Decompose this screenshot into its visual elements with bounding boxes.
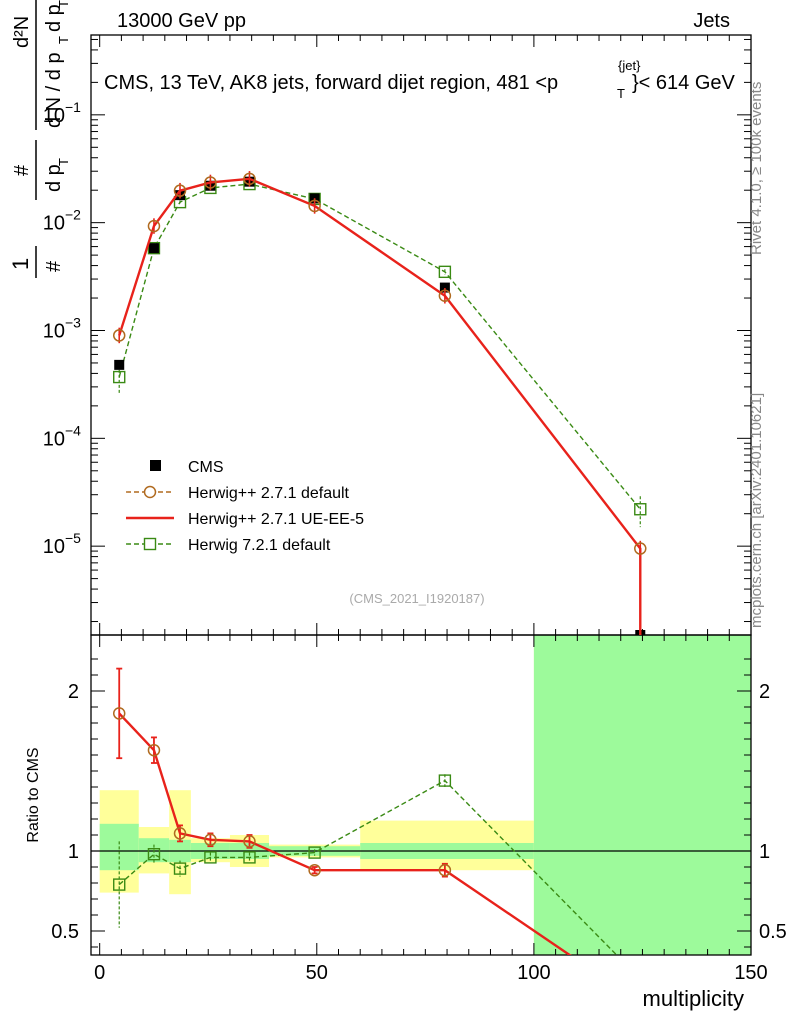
ratio-panel-series [112,667,618,955]
right-label-rivet: Rivet 4.1.0, ≥ 100k events [748,82,765,255]
herwigpp-default-main-marker-7 [634,542,647,555]
right-label-mcplots: mcplots.cern.ch [arXiv:2401.10621] [748,393,765,628]
ylabel-frac3-den-sub: T [56,36,71,44]
herwigpp-default-ratio-marker-5 [308,863,321,877]
herwig7-main-marker-1 [147,241,161,255]
watermark: (CMS_2021_I1920187) [349,591,484,606]
legend: CMS Herwig++ 2.7.1 default Herwig++ 2.7.1 … [126,459,364,554]
y-tick-label-exp-4: −1 [65,99,81,115]
ratio-bands [99,635,751,955]
plot-title-sup: {jet} [618,58,641,73]
herwigpp-default-main-marker-3 [204,176,217,189]
y-tick-label-exp-3: −2 [65,207,81,223]
y-tick-label-exp-2: −3 [65,314,81,330]
legend-label-3: Herwig 7.2.1 default [188,537,331,554]
ylabel-frac1-den: # [43,260,65,272]
herwigpp-default-ratio-marker-6 [438,863,452,877]
legend-marker-cms [150,460,161,471]
ylabel-frac3-tail-sub: T [56,0,71,8]
legend-marker-herwigpp-default [143,485,157,499]
plot-title-sub: T [617,86,625,101]
herwigpp-ueee5-main-line [118,177,642,635]
main-panel-series [112,171,647,635]
ylabel-frac2-num: # [11,164,33,176]
x-tick-label-100: 100 [517,962,550,984]
herwig7-main-marker-6 [438,265,452,279]
herwig7-ratio-marker-0 [113,878,126,891]
x-tick-label-150: 150 [734,962,767,984]
x-tick-label-50: 50 [306,962,328,984]
ratio-plot-frame [90,634,752,956]
ratio-tick-label-right-2: 2 [759,681,770,703]
y-tick-label-0: 10 [43,536,65,558]
plot-title-tail: }< 614 GeV [632,72,736,94]
y-tick-label-4: 10 [43,105,65,127]
plot-title-main: CMS, 13 TeV, AK8 jets, forward dijet reg… [104,72,558,94]
herwig7-ratio-marker-3 [204,851,217,864]
ratio-tick-label-right-0: 0.5 [759,921,786,943]
legend-marker-herwig7 [143,537,157,551]
x-axis-label: multiplicity [643,986,744,1011]
ratio-band-inner-7 [533,635,751,955]
herwig7-ratio-marker-2 [173,862,187,875]
ylabel-frac2-den: d p [43,164,65,192]
data-series [112,171,647,955]
ylabel-frac3-num: d²N [11,16,33,48]
herwig7-main-line [118,183,641,510]
herwigpp-default-main-marker-4 [243,172,256,186]
y-tick-label-3: 10 [43,213,65,235]
ylabel-frac3-den: d N / d p [43,52,65,128]
ylabel-frac2-den-sub: T [56,158,71,166]
cms-marker-0 [114,359,125,370]
herwigpp-default-main-marker-5 [308,199,321,213]
header-right: Jets [693,10,730,32]
ratio-tick-label-left-2: 2 [68,681,79,703]
plot-title: CMS, 13 TeV, AK8 jets, forward dijet reg… [104,72,558,94]
legend-label-2: Herwig++ 2.7.1 UE-EE-5 [188,511,364,528]
herwigpp-default-ratio-marker-0 [112,707,126,720]
herwig7-ratio-marker-6 [438,774,452,787]
y-tick-label-exp-1: −4 [65,422,81,438]
cms-marker-1 [148,243,159,254]
herwig7-ratio-marker-5 [308,846,321,859]
legend-label-0: CMS [188,459,224,476]
herwigpp-default-main-marker-6 [438,289,452,303]
cms-marker-6 [439,282,450,293]
ylabel-frac3-tail: d p [43,4,65,32]
legend-label-1: Herwig++ 2.7.1 default [188,485,350,502]
herwigpp-default-ratio-marker-3 [204,833,217,847]
herwigpp-ueee5-ratio-line [118,712,572,955]
ylabel-frac1-num: 1 [8,258,33,270]
herwig7-ratio-marker-1 [147,848,161,861]
herwigpp-default-ratio-marker-4 [243,835,256,848]
y-tick-label-2: 10 [43,320,65,342]
herwigpp-default-main-marker-0 [112,329,126,342]
herwigpp-default-main-marker-2 [173,184,187,197]
ratio-tick-label-left-1: 1 [68,841,79,863]
herwigpp-default-ratio-marker-2 [173,827,187,840]
herwigpp-default-main-marker-1 [147,219,161,233]
herwig7-main-marker-0 [113,370,126,384]
herwig7-ratio-marker-4 [243,851,256,864]
y-axis-label: 1 # # d p T d²N d N / d p T d p T d λ [8,0,71,278]
ratio-tick-label-left-0: 0.5 [51,921,79,943]
y-tick-label-exp-0: −5 [65,530,81,546]
y-axis-label-ratio: Ratio to CMS [25,747,42,842]
header-left: 13000 GeV pp [117,10,246,32]
x-tick-label-0: 0 [94,962,105,984]
herwig7-main-marker-7 [634,503,647,516]
herwig7-ratio-line [118,779,618,955]
ratio-tick-label-right-1: 1 [759,841,770,863]
herwigpp-default-ratio-marker-1 [147,743,161,757]
y-tick-label-1: 10 [43,428,65,450]
